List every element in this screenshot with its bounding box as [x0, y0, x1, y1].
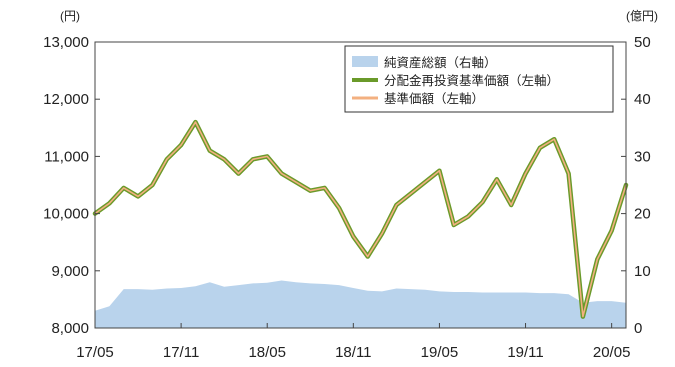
left-tick-label: 12,000 [43, 91, 89, 108]
plot-frame [94, 41, 627, 329]
net-assets-area [95, 280, 626, 328]
x-tick-label: 17/05 [76, 344, 114, 361]
legend-label: 分配金再投資基準価額（左軸） [384, 73, 559, 88]
axis-ticks: 8,000 9,000 10,000 11,000 12,000 13,000 0 10 20 3… [43, 34, 651, 361]
x-tick-label: 19/05 [421, 344, 459, 361]
x-tick-label: 17/11 [163, 344, 199, 361]
right-axis-unit: (億円) [626, 9, 658, 23]
left-tick-label: 13,000 [43, 34, 89, 51]
x-tick-label: 18/05 [248, 344, 286, 361]
left-tick-label: 9,000 [51, 263, 89, 280]
price-lines-layer [92, 119, 629, 319]
net-assets-area-layer [95, 280, 626, 328]
legend-label: 純資産総額（右軸） [384, 55, 497, 70]
legend-swatch [352, 56, 378, 67]
legend-label: 基準価額（左軸） [384, 91, 484, 106]
plot-border [94, 41, 627, 329]
left-tick-label: 8,000 [51, 320, 89, 337]
x-tick-label: 20/05 [593, 344, 631, 361]
right-tick-label: 20 [634, 206, 651, 223]
right-tick-label: 30 [634, 148, 651, 165]
legend: 純資産総額（右軸） 分配金再投資基準価額（左軸） 基準価額（左軸） [344, 45, 614, 113]
legend-box [344, 45, 614, 113]
x-tick-label: 18/11 [335, 344, 371, 361]
left-tick-label: 11,000 [44, 148, 89, 165]
right-tick-label: 40 [634, 91, 651, 108]
right-tick-label: 10 [634, 263, 651, 280]
left-tick-label: 10,000 [43, 206, 89, 223]
right-tick-label: 50 [634, 34, 651, 51]
base-price-line [94, 121, 627, 318]
left-axis-unit: (円) [60, 9, 80, 23]
x-tick-label: 19/11 [507, 344, 543, 361]
right-tick-label: 0 [634, 320, 642, 337]
